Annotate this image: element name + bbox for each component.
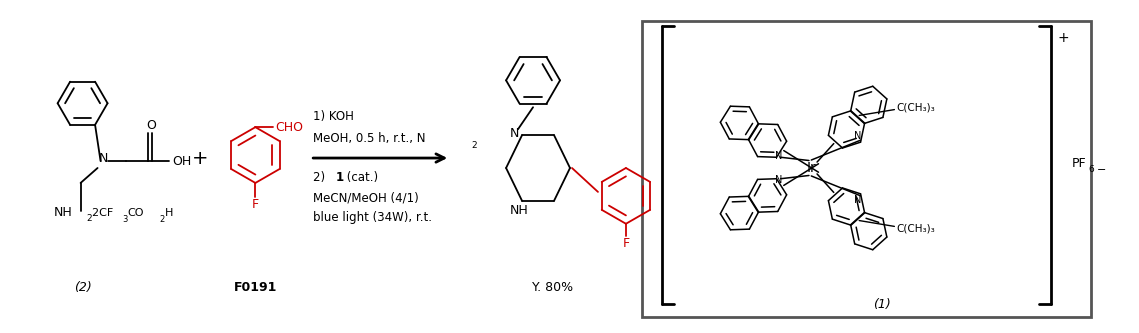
Text: MeCN/MeOH (4/1): MeCN/MeOH (4/1) [313, 191, 419, 204]
Text: F: F [622, 237, 630, 250]
Bar [642, 21, 1091, 317]
Text: N: N [99, 152, 108, 165]
Text: (cat.): (cat.) [343, 171, 378, 184]
Text: blue light (34W), r.t.: blue light (34W), r.t. [313, 211, 433, 224]
Text: OH: OH [172, 155, 191, 167]
Text: F: F [252, 198, 259, 211]
Text: N: N [854, 131, 861, 141]
Text: 2: 2 [472, 141, 477, 150]
Text: 2): 2) [313, 171, 329, 184]
Text: C(CH₃)₃: C(CH₃)₃ [896, 223, 935, 233]
Text: C(CH₃)₃: C(CH₃)₃ [896, 103, 935, 113]
Text: 2CF: 2CF [84, 208, 113, 218]
Text: 1) KOH: 1) KOH [313, 110, 354, 123]
Text: NH: NH [509, 204, 528, 217]
Text: Y. 80%: Y. 80% [532, 281, 574, 294]
Text: 2: 2 [159, 215, 165, 224]
Text: N: N [775, 175, 782, 185]
Text: (1): (1) [872, 298, 891, 311]
Text: CHO: CHO [276, 121, 303, 134]
Text: H: H [164, 208, 173, 218]
Text: (2): (2) [74, 281, 91, 294]
Text: N: N [775, 151, 782, 161]
Text: Ir: Ir [806, 161, 817, 175]
Text: F0191: F0191 [233, 281, 277, 294]
Text: CO: CO [128, 208, 144, 218]
Text: PF: PF [1072, 157, 1085, 169]
Text: 3: 3 [123, 215, 128, 224]
Text: N: N [509, 127, 518, 140]
Text: 6: 6 [1089, 166, 1095, 174]
Text: +: + [1057, 31, 1070, 45]
Text: 1: 1 [335, 171, 344, 184]
Text: 2: 2 [87, 214, 92, 223]
Text: −: − [1097, 165, 1106, 175]
Text: N: N [854, 195, 861, 205]
Text: O: O [147, 119, 156, 132]
Text: +: + [192, 149, 208, 167]
Text: MeOH, 0.5 h, r.t., N: MeOH, 0.5 h, r.t., N [313, 132, 426, 145]
Text: NH: NH [54, 206, 73, 219]
